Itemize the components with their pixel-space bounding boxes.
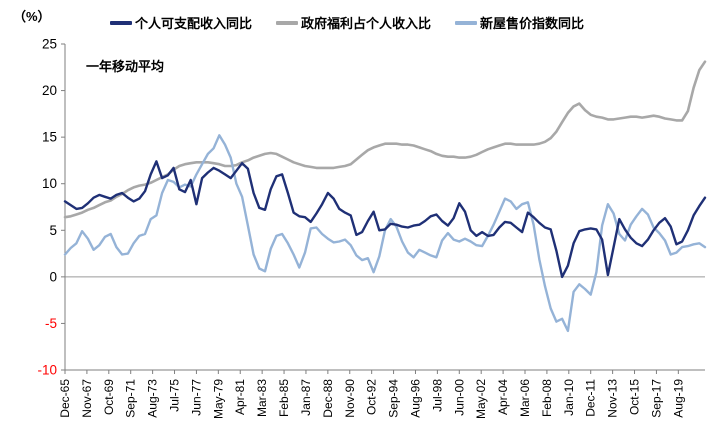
y-axis-unit-label: （%）	[13, 9, 51, 24]
y-tick-label: 5	[49, 223, 57, 238]
x-tick-label: Dec-11	[584, 379, 598, 417]
y-tick-label: 15	[42, 130, 57, 145]
x-tick-label: Aug-96	[408, 379, 422, 418]
x-tick-label: Jun-77	[189, 379, 203, 416]
x-tick-label: May-02	[474, 379, 488, 419]
legend-label: 新屋售价指数同比	[480, 16, 585, 31]
x-tick-label: Jan-10	[562, 379, 576, 416]
legend: 个人可支配收入同比 政府福利占个人收入比 新屋售价指数同比	[110, 13, 584, 32]
x-tick-label: Apr-04	[496, 379, 510, 415]
x-tick-label: Aug-73	[146, 379, 160, 418]
legend-item-disposable-income: 个人可支配收入同比	[110, 13, 252, 32]
series-line-2	[63, 134, 707, 333]
y-tick-label: 25	[42, 37, 57, 52]
legend-label: 个人可支配收入同比	[135, 16, 253, 31]
x-tick-label: Sep-17	[649, 379, 663, 418]
x-tick-label: Dec-65	[58, 379, 72, 418]
x-tick-label: Oct-15	[628, 379, 642, 415]
legend-swatch-navy-line-icon	[110, 20, 132, 25]
moving-average-annotation: 一年移动平均	[86, 59, 165, 74]
y-tick-label: -10	[37, 363, 57, 378]
series-line-0	[63, 160, 707, 279]
x-tick-label: May-79	[211, 379, 225, 419]
legend-label: 政府福利占个人收入比	[301, 16, 432, 31]
x-tick-label: Jan-87	[299, 379, 313, 416]
x-tick-label: Mar-83	[255, 379, 269, 417]
x-tick-label: Apr-81	[233, 379, 247, 415]
x-tick-label: Nov-67	[80, 379, 94, 418]
legend-swatch-gray-line-icon	[276, 20, 299, 25]
x-tick-label: Mar-06	[518, 379, 532, 417]
y-tick-label: 0	[49, 269, 57, 284]
x-tick-label: Feb-08	[540, 379, 554, 417]
y-tick-label: 20	[42, 83, 57, 98]
x-tick-label: Feb-85	[277, 379, 291, 417]
x-tick-label: Nov-90	[343, 379, 357, 418]
x-tick-label: Sep-94	[387, 379, 401, 418]
x-tick-label: Oct-92	[365, 379, 379, 415]
x-tick-label: Jun-00	[452, 379, 466, 416]
legend-item-gov-welfare-share: 政府福利占个人收入比	[276, 13, 431, 32]
legend-item-new-home-price: 新屋售价指数同比	[455, 13, 584, 32]
x-tick-label: Jul-98	[430, 379, 444, 412]
legend-swatch-lightblue-line-icon	[455, 20, 478, 25]
x-tick-label: Sep-71	[124, 379, 138, 418]
x-tick-label: Oct-69	[102, 379, 116, 415]
x-tick-label: Aug-19	[671, 379, 685, 418]
x-tick-label: Nov-13	[606, 379, 620, 418]
x-tick-label: Dec-88	[321, 379, 335, 418]
y-tick-label: -5	[45, 316, 57, 331]
y-tick-label: 10	[42, 176, 57, 191]
x-tick-label: Jul-75	[168, 379, 182, 412]
